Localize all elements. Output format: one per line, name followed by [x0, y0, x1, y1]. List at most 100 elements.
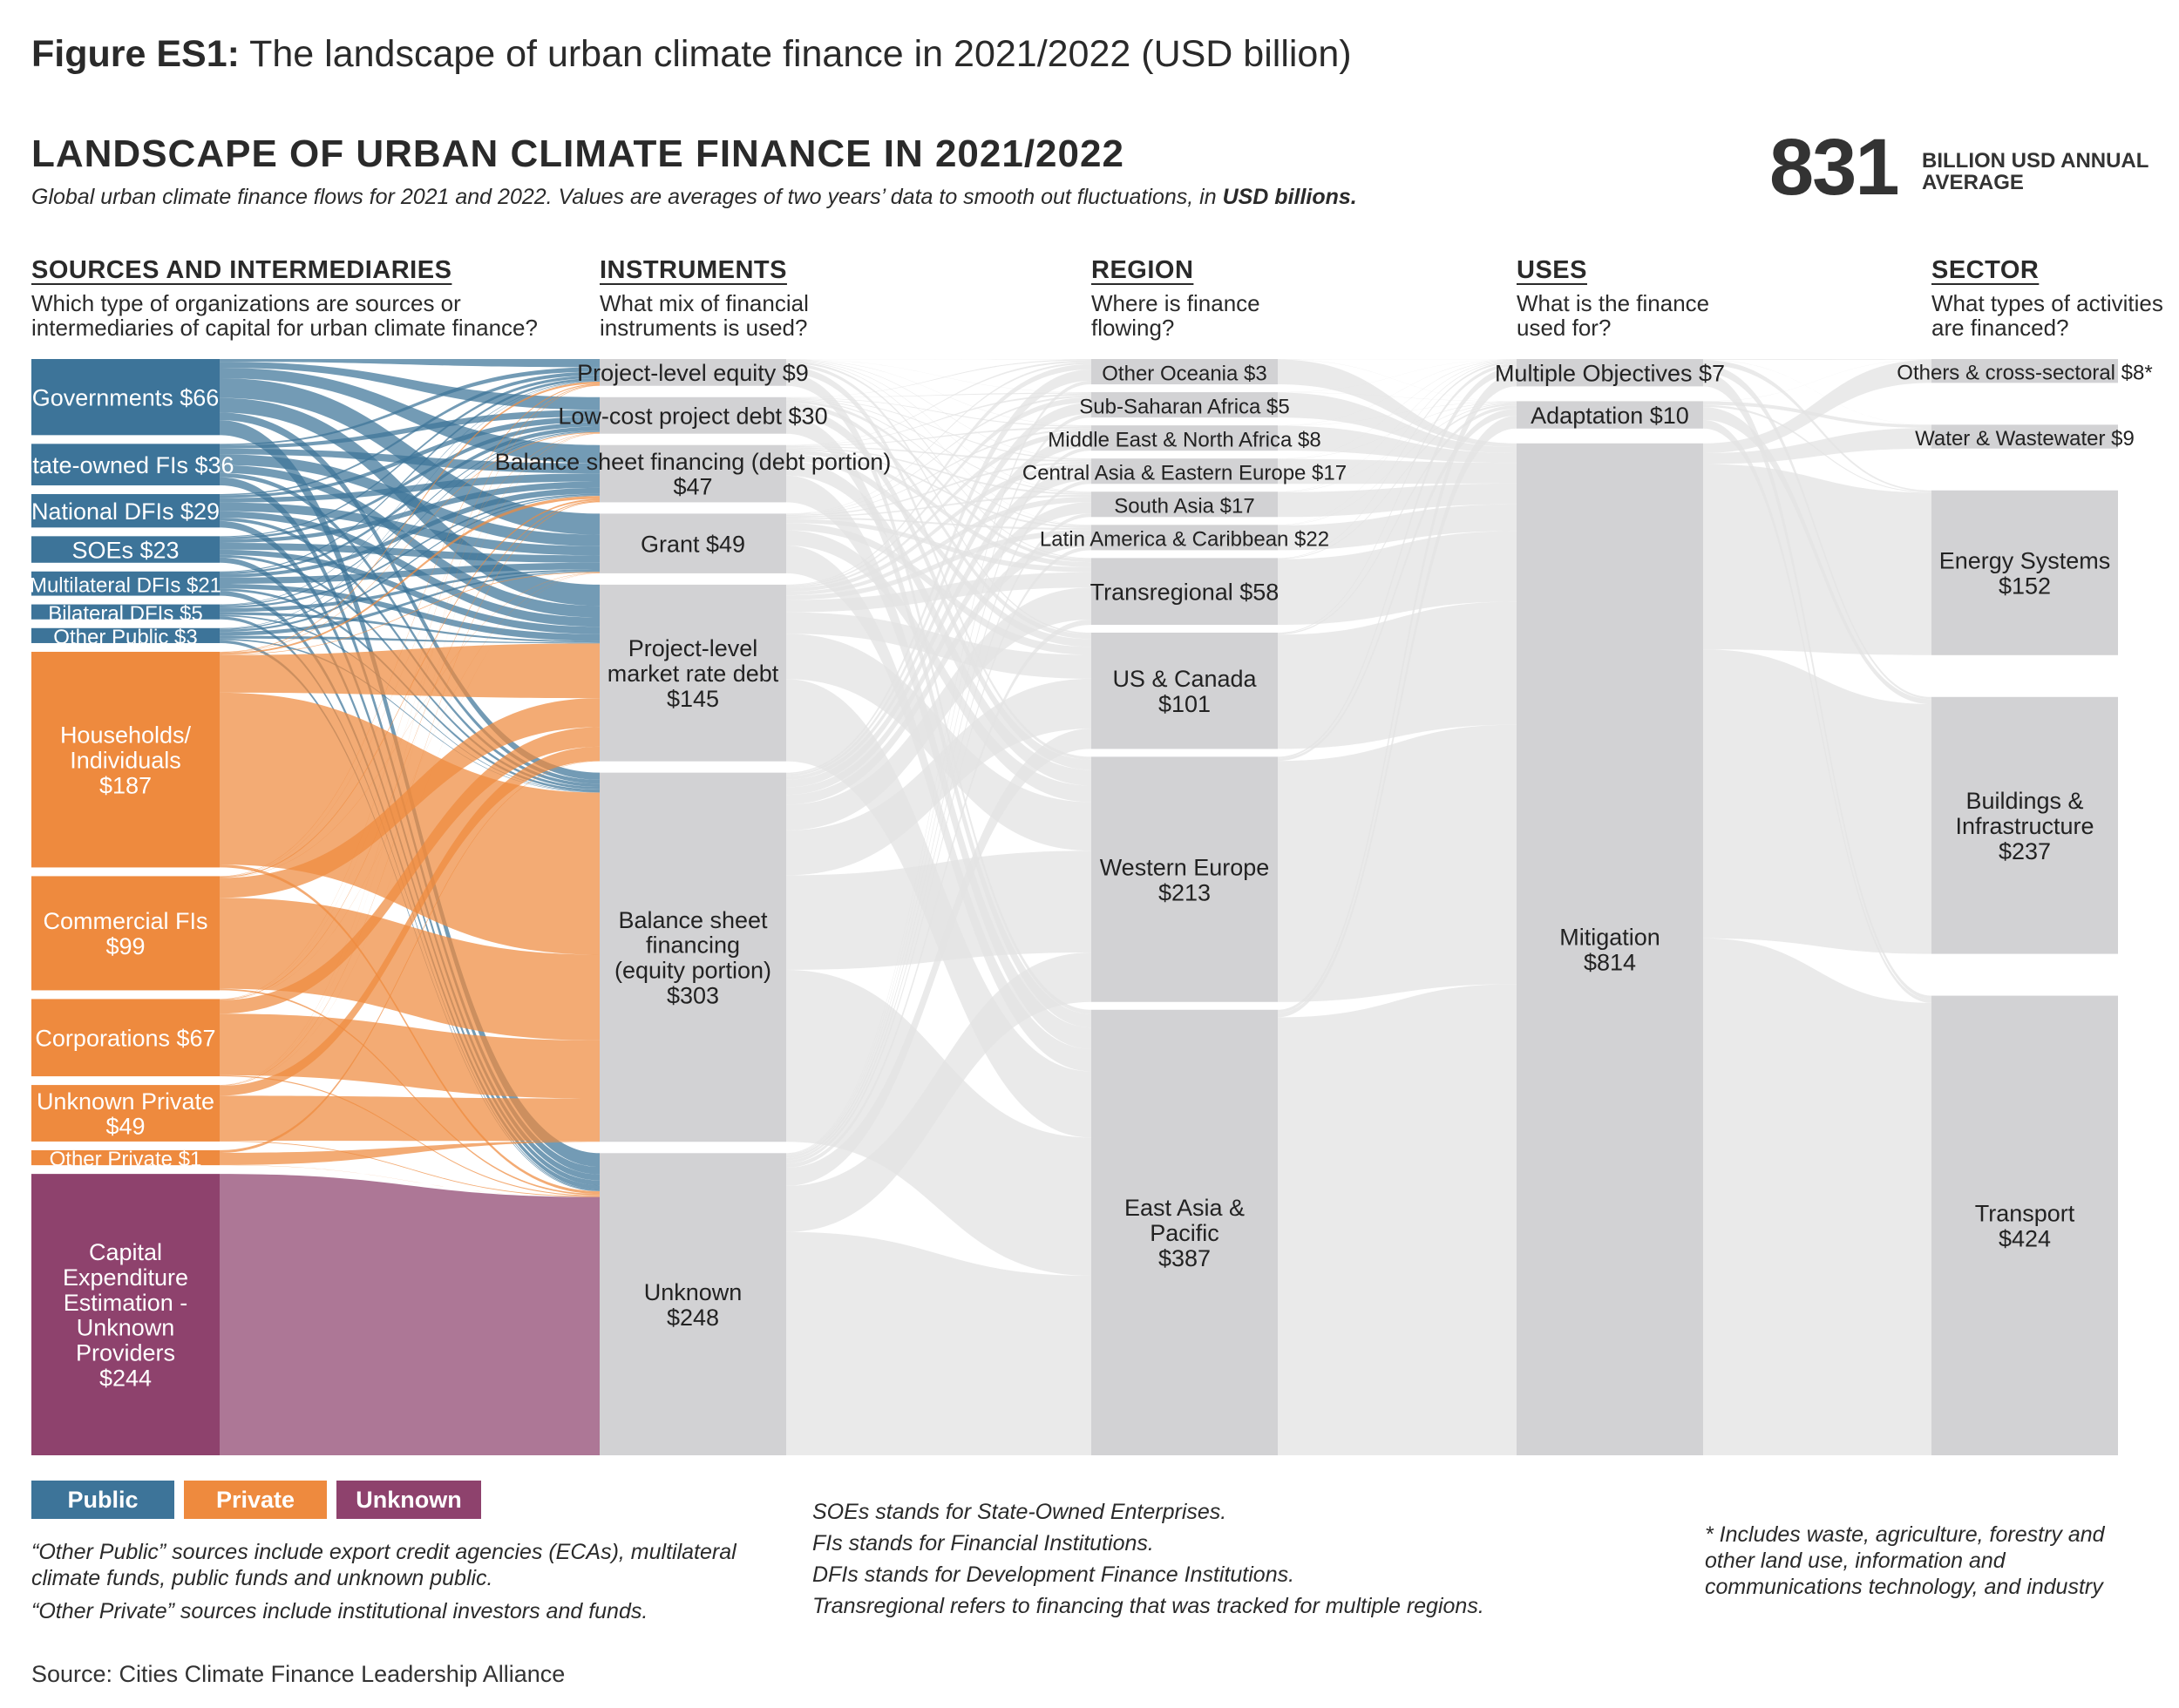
source-node-national-dfis-29: National DFIs $29	[31, 493, 220, 528]
instrument-node-balance-sheet-financing-equity-portion-303: Balance sheet financing (equity portion) $3…	[600, 772, 786, 1142]
flow-region-central-asia-eastern-eur-to-multiple-objectives-7	[1278, 359, 1517, 459]
flow-instrument-unknown-248-to-other-oceania-3	[786, 380, 1091, 1154]
flow-source-unknown-private-49-to-project-level-equity-9	[220, 385, 600, 1086]
flow-instrument-balance-sheet-financing--to-south-asia-17	[786, 447, 1091, 495]
flow-instrument-project-level-equity-9-to-latin-america-caribbean-	[786, 360, 1091, 525]
flow-source-corporations-67-to-project-level-market-rat	[220, 727, 600, 1014]
flow-source-households-individuals-1-to-low-cost-project-debt-30	[220, 431, 600, 654]
sector-label: Buildings & Infrastructure $237	[1955, 788, 2094, 864]
flow-region-us-canada-101-to-multiple-objectives-7	[1278, 363, 1517, 634]
flow-region-south-asia-17-to-multiple-objectives-7	[1278, 360, 1517, 492]
column-title-instruments: INSTRUMENTS	[600, 256, 787, 284]
instrument-bar	[600, 584, 786, 762]
source-bar	[31, 1085, 220, 1142]
note-transregional: Transregional refers to financing that w…	[812, 1594, 1484, 1618]
flow-source-national-dfis-29-to-grant-49	[220, 502, 600, 556]
column-desc-instruments: What mix of financial instruments is use…	[600, 290, 809, 341]
flow-instrument-project-level-equity-9-to-us-canada-101	[786, 363, 1091, 634]
region-node-east-asia-pacific-387: East Asia & Pacific $387	[1091, 1009, 1278, 1455]
flow-source-commercial-fis-99-to-balance-sheet-financing-	[220, 498, 600, 878]
flow-source-other-private-1-to-project-level-market-rat	[220, 761, 600, 1153]
flow-source-commercial-fis-99-to-unknown-248	[220, 988, 600, 1196]
main-title: LANDSCAPE OF URBAN CLIMATE FINANCE IN 20…	[31, 132, 1124, 175]
use-node-multiple-objectives-7: Multiple Objectives $7	[1495, 359, 1725, 386]
flow-source-multilateral-dfis-21-to-project-level-market-rat	[220, 583, 600, 641]
flow-instrument-grant-49-to-central-asia-eastern-eur	[786, 461, 1091, 517]
flow-instrument-grant-49-to-latin-america-caribbean-	[786, 517, 1091, 531]
flow-use-mitigation-814-to-transport-424	[1703, 938, 1931, 1455]
use-bar	[1517, 359, 1703, 387]
flow-region-middle-east-north-africa-to-mitigation-814	[1278, 425, 1517, 464]
nodes-layer: Governments $66 State-owned FIs $36 Nation…	[17, 359, 2153, 1455]
instrument-label: Balance sheet financing (debt portion) $4…	[495, 449, 892, 500]
flow-instrument-low-cost-project-debt-30-to-sub-saharan-africa-5	[786, 392, 1091, 398]
source-label: Other Public $3	[53, 626, 197, 649]
flow-source-commercial-fis-99-to-project-level-equity-9	[220, 383, 600, 877]
flow-source-commercial-fis-99-to-balance-sheet-financing-	[220, 898, 600, 1040]
flow-source-households-individuals-1-to-project-level-equity-9	[220, 382, 600, 653]
flow-instrument-project-level-market-rat-to-western-europe-213	[786, 634, 1091, 851]
flow-use-mitigation-814-to-water-wastewater-9	[1703, 428, 1931, 464]
sector-bar	[1931, 696, 2118, 954]
flow-source-commercial-fis-99-to-project-level-market-rat	[220, 698, 600, 898]
flow-instrument-low-cost-project-debt-30-to-us-canada-101	[786, 403, 1091, 640]
flow-instrument-unknown-248-to-central-asia-eastern-eur	[786, 480, 1091, 1158]
region-label: Western Europe $213	[1100, 854, 1270, 905]
flow-source-bilateral-dfis-5-to-low-cost-project-debt-30	[220, 430, 600, 607]
flow-instrument-project-level-equity-9-to-east-asia-pacific-387	[786, 373, 1091, 1014]
footnote-others: * Includes waste, agriculture, forestry …	[1705, 1522, 2105, 1599]
column-desc-sources: Which type of organizations are sources …	[31, 290, 538, 341]
flow-instrument-project-level-equity-9-to-sub-saharan-africa-5	[786, 359, 1091, 393]
flow-source-unknown-private-49-to-grant-49	[220, 573, 600, 1087]
flow-instrument-balance-sheet-financing--to-us-canada-101	[786, 453, 1091, 647]
instrument-bar	[600, 772, 786, 1142]
region-node-central-asia-eastern-europe-17: Central Asia & Eastern Europe $17	[1022, 458, 1347, 485]
instrument-node-low-cost-project-debt-30: Low-cost project debt $30	[558, 396, 828, 434]
column-desc-uses: What is the finance used for?	[1517, 290, 1710, 341]
instrument-label: Project-level market rate debt $145	[608, 635, 779, 712]
flow-instrument-balance-sheet-financing--to-east-asia-pacific-387	[786, 969, 1091, 1276]
column-desc-sector: What types of activities are financed?	[1931, 290, 2163, 341]
instrument-bar	[600, 359, 786, 386]
flow-source-multilateral-dfis-21-to-project-level-equity-9	[220, 377, 600, 573]
instrument-node-unknown-248: Unknown $248	[600, 1153, 786, 1455]
flow-source-unknown-private-49-to-low-cost-project-debt-30	[220, 433, 600, 1086]
flow-instrument-unknown-248-to-western-europe-213	[786, 952, 1091, 1232]
flow-instrument-unknown-248-to-sub-saharan-africa-5	[786, 413, 1091, 1155]
flow-region-sub-saharan-africa-5-to-multiple-objectives-7	[1278, 359, 1517, 393]
flow-region-latin-america-caribbean--to-mitigation-814	[1278, 504, 1517, 551]
flow-use-multiple-objectives-7-to-others-cross-sectoral-8	[1703, 359, 1931, 360]
flow-region-middle-east-north-africa-to-multiple-objectives-7	[1278, 359, 1517, 426]
flow-source-unknown-private-49-to-balance-sheet-financing-	[220, 1095, 600, 1142]
source-node-unknown-private-49: Unknown Private $49	[31, 1085, 220, 1142]
flow-instrument-balance-sheet-financing--to-sub-saharan-africa-5	[786, 393, 1091, 446]
flow-source-other-public-3-to-balance-sheet-financing-	[220, 495, 600, 633]
flow-source-state-owned-fis-36-to-project-level-market-rat	[220, 464, 600, 618]
flow-instrument-unknown-248-to-east-asia-pacific-387	[786, 1231, 1091, 1455]
note-soes: SOEs stands for State-Owned Enterprises.	[812, 1500, 1227, 1524]
source-label: Commercial FIs $99	[43, 908, 207, 959]
use-bar	[1517, 443, 1703, 1455]
source-label: National DFIs $29	[31, 498, 220, 525]
flow-source-governments-66-to-balance-sheet-financing-	[220, 368, 600, 464]
region-label: Latin America & Caribbean $22	[1040, 528, 1329, 552]
note-fis: FIs stands for Financial Institutions.	[812, 1531, 1154, 1556]
source-node-other-private-1: Other Private $1	[31, 1148, 220, 1171]
flow-source-other-public-3-to-project-level-equity-9	[220, 381, 600, 629]
source-label: Corporations $67	[35, 1025, 215, 1051]
sector-node-buildings-infrastructure-237: Buildings & Infrastructure $237	[1931, 696, 2118, 954]
source-label: State-owned FIs $36	[17, 452, 234, 478]
flow-instrument-project-level-market-rat-to-middle-east-north-africa	[786, 430, 1091, 588]
source-label: Bilateral DFIs $5	[48, 602, 202, 626]
flow-instrument-project-level-market-rat-to-central-asia-eastern-eur	[786, 463, 1091, 592]
flow-instrument-balance-sheet-financing--to-us-canada-101	[786, 678, 1091, 876]
flow-source-other-public-3-to-low-cost-project-debt-30	[220, 431, 600, 630]
flow-instrument-low-cost-project-debt-30-to-other-oceania-3	[786, 359, 1091, 397]
sector-bar	[1931, 359, 2118, 383]
column-title-sources: SOURCES AND INTERMEDIARIES	[31, 256, 452, 284]
flow-instrument-grant-49-to-east-asia-pacific-387	[786, 546, 1091, 1072]
flow-region-sub-saharan-africa-5-to-mitigation-814	[1278, 392, 1517, 453]
flow-source-commercial-fis-99-to-grant-49	[220, 573, 600, 878]
flow-source-corporations-67-to-grant-49	[220, 573, 600, 1000]
